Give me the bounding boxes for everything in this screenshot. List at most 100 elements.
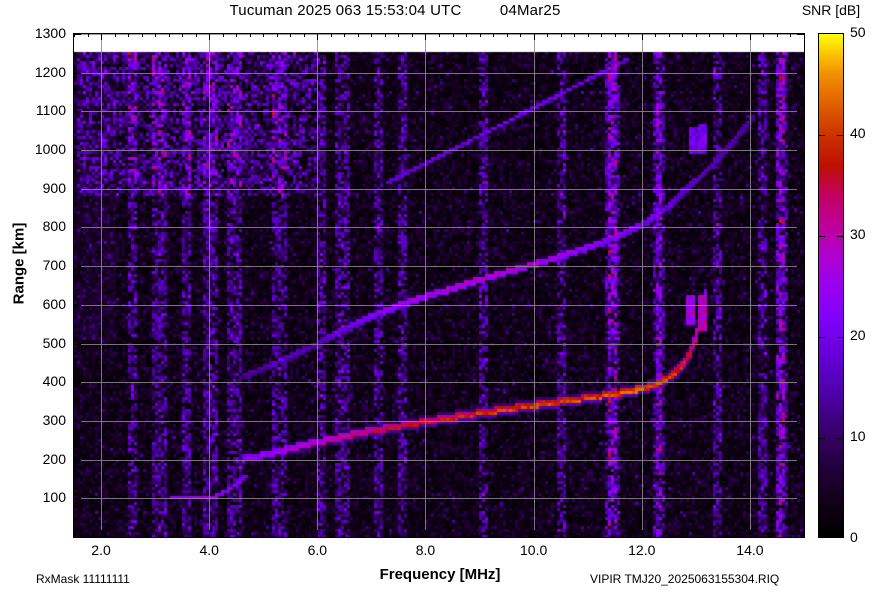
colorbar-tick-label: 10 (850, 428, 866, 444)
x-tick-minor (142, 533, 143, 537)
x-tick-minor-top (223, 33, 224, 37)
x-tick-major (317, 530, 318, 537)
y-tick-label: 1300 (34, 25, 66, 41)
colorbar-tick-label: 40 (850, 125, 866, 141)
x-tick-minor-top (561, 33, 562, 37)
title-station-timestamp: Tucuman 2025 063 15:53:04 UTC (229, 2, 462, 19)
x-tick-minor-top (588, 33, 589, 37)
x-tick-minor (115, 533, 116, 537)
colorbar-title: SNR [dB] (801, 2, 861, 18)
colorbar[interactable] (818, 33, 844, 538)
x-tick-minor-top (412, 33, 413, 37)
x-tick-minor (547, 533, 548, 537)
x-tick-minor (74, 533, 75, 537)
y-tick-major-right (797, 266, 804, 267)
x-tick-minor (466, 533, 467, 537)
colorbar-tick (837, 135, 843, 136)
colorbar-tick-label: 30 (850, 226, 866, 242)
x-tick-minor-top (493, 33, 494, 37)
gridline-horizontal (74, 421, 804, 422)
y-tick-major-right (797, 344, 804, 345)
x-tick-minor-top (128, 33, 129, 37)
x-tick-minor-top (709, 33, 710, 37)
colorbar-tick (837, 236, 843, 237)
x-tick-minor (520, 533, 521, 537)
y-tick-label: 900 (42, 179, 66, 196)
y-tick-major (74, 305, 81, 306)
x-tick-minor (561, 533, 562, 537)
y-tick-label: 300 (42, 411, 66, 428)
x-tick-minor (223, 533, 224, 537)
y-tick-label: 1200 (34, 63, 66, 80)
x-tick-major-top (750, 33, 751, 40)
x-tick-minor (601, 533, 602, 537)
x-tick-minor (439, 533, 440, 537)
y-tick-major (74, 266, 81, 267)
y-tick-major (74, 382, 81, 383)
x-tick-minor (804, 533, 805, 537)
x-tick-minor (385, 533, 386, 537)
y-tick-major (74, 73, 81, 74)
x-tick-minor (615, 533, 616, 537)
x-tick-minor (128, 533, 129, 537)
x-tick-minor-top (669, 33, 670, 37)
y-tick-label: 100 (42, 489, 66, 506)
y-tick-major (74, 498, 81, 499)
y-tick-major (74, 460, 81, 461)
x-tick-minor (628, 533, 629, 537)
x-tick-minor (777, 533, 778, 537)
x-tick-minor (398, 533, 399, 537)
colorbar-tick (837, 438, 843, 439)
y-tick-label: 700 (42, 257, 66, 274)
x-tick-minor-top (331, 33, 332, 37)
x-tick-minor-top (74, 33, 75, 37)
y-tick-major-right (797, 498, 804, 499)
x-tick-label: 6.0 (307, 542, 328, 558)
x-tick-minor-top (520, 33, 521, 37)
x-tick-minor-top (142, 33, 143, 37)
y-tick-major-right (797, 34, 804, 35)
ionogram-plot-area[interactable] (73, 33, 805, 538)
y-tick-major-right (797, 73, 804, 74)
colorbar-tick (819, 337, 825, 338)
x-tick-minor-top (628, 33, 629, 37)
x-tick-minor-top (250, 33, 251, 37)
gridline-vertical (534, 34, 535, 537)
x-tick-major-top (642, 33, 643, 40)
x-tick-major-top (101, 33, 102, 40)
y-tick-major-right (797, 227, 804, 228)
gridline-horizontal (74, 498, 804, 499)
x-tick-minor-top (439, 33, 440, 37)
colorbar-tick-label: 0 (850, 529, 858, 545)
x-tick-minor-top (263, 33, 264, 37)
x-tick-minor-top (115, 33, 116, 37)
x-tick-label: 10.0 (520, 542, 548, 558)
x-tick-minor (344, 533, 345, 537)
x-tick-minor (507, 533, 508, 537)
x-tick-major-top (317, 33, 318, 40)
y-tick-major-right (797, 460, 804, 461)
x-tick-major (209, 530, 210, 537)
gridline-horizontal (74, 227, 804, 228)
x-tick-minor (763, 533, 764, 537)
x-tick-minor (493, 533, 494, 537)
vipir-file-label: VIPIR TMJ20_2025063155304.RIQ (590, 572, 780, 586)
x-tick-minor-top (736, 33, 737, 37)
x-tick-major-top (534, 33, 535, 40)
x-tick-minor (290, 533, 291, 537)
gridline-horizontal (74, 344, 804, 345)
x-tick-minor (331, 533, 332, 537)
x-tick-major (642, 530, 643, 537)
gridline-horizontal (74, 305, 804, 306)
x-tick-minor-top (615, 33, 616, 37)
x-tick-minor-top (344, 33, 345, 37)
title-date: 04Mar25 (499, 2, 561, 19)
x-tick-minor-top (290, 33, 291, 37)
gridline-vertical (209, 34, 210, 537)
x-tick-major-top (209, 33, 210, 40)
x-tick-minor-top (804, 33, 805, 37)
x-tick-label: 14.0 (736, 542, 764, 558)
x-tick-minor-top (547, 33, 548, 37)
y-tick-major (74, 111, 81, 112)
y-tick-label: 500 (42, 334, 66, 351)
